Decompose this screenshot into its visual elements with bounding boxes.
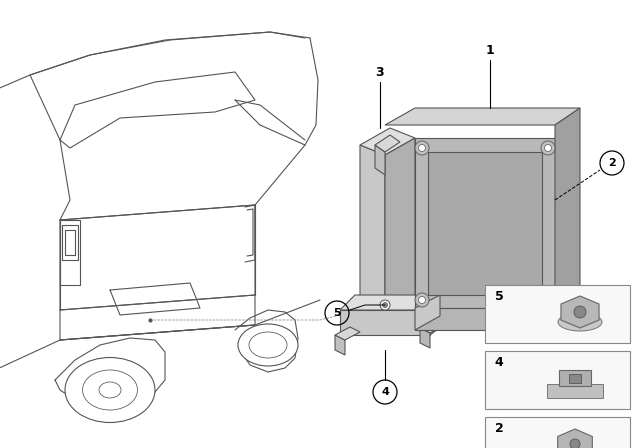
Bar [569,374,581,383]
Bar [485,285,630,343]
Polygon shape [385,138,415,325]
Circle shape [419,297,426,303]
Circle shape [415,141,429,155]
Circle shape [541,141,555,155]
Text: 5: 5 [495,290,504,303]
Polygon shape [360,128,415,155]
Text: 4: 4 [381,387,389,397]
Polygon shape [415,308,555,330]
Polygon shape [375,145,385,175]
Bar [559,370,591,386]
Polygon shape [430,295,450,335]
Polygon shape [340,310,430,335]
Ellipse shape [249,332,287,358]
Ellipse shape [83,370,138,410]
Circle shape [383,302,387,307]
Polygon shape [415,295,440,330]
Circle shape [415,293,429,307]
Text: 3: 3 [376,65,384,78]
Bar [485,351,630,409]
Circle shape [541,293,555,307]
Polygon shape [335,335,345,355]
Polygon shape [385,108,580,125]
Ellipse shape [65,358,155,422]
Ellipse shape [558,313,602,331]
Circle shape [419,145,426,151]
Polygon shape [420,319,448,333]
Polygon shape [360,145,385,325]
Polygon shape [375,135,400,152]
Polygon shape [340,295,450,310]
Polygon shape [557,429,593,448]
Circle shape [545,297,552,303]
Circle shape [545,145,552,151]
Ellipse shape [551,446,599,448]
Text: 2: 2 [608,158,616,168]
Polygon shape [555,108,580,308]
Polygon shape [420,328,430,348]
Circle shape [570,439,580,448]
Text: 2: 2 [495,422,504,435]
Text: 1: 1 [486,43,494,56]
Circle shape [380,300,390,310]
Polygon shape [428,152,542,295]
Bar [485,417,630,448]
Polygon shape [335,327,360,340]
Ellipse shape [238,324,298,366]
Bar [547,384,603,398]
Polygon shape [561,296,599,328]
Ellipse shape [99,382,121,398]
Text: 5: 5 [333,308,341,318]
Circle shape [574,306,586,318]
Text: 4: 4 [495,357,504,370]
Polygon shape [415,138,555,308]
